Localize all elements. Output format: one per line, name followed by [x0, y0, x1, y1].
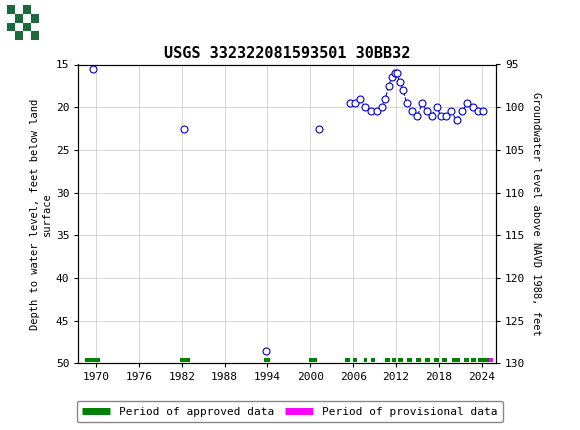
Point	[469, 104, 478, 111]
Bar	[345, 358, 350, 362]
Bar	[31, 14, 39, 22]
Legend: Period of approved data, Period of provisional data: Period of approved data, Period of provi…	[77, 401, 503, 422]
Bar	[398, 358, 403, 362]
Bar	[85, 358, 100, 362]
Bar	[371, 358, 375, 362]
Bar	[180, 358, 190, 362]
Bar	[23, 6, 31, 14]
Bar	[15, 14, 23, 22]
Point	[355, 95, 364, 102]
Bar	[7, 14, 15, 22]
Bar	[23, 14, 31, 22]
Bar	[309, 358, 317, 362]
Point	[377, 104, 386, 111]
Point	[478, 108, 488, 115]
Bar	[15, 31, 23, 40]
Point	[413, 112, 422, 119]
Bar	[364, 358, 367, 362]
Point	[390, 70, 399, 77]
Y-axis label: Groundwater level above NAVD 1988, feet: Groundwater level above NAVD 1988, feet	[531, 92, 541, 336]
Bar	[407, 358, 412, 362]
Point	[432, 104, 441, 111]
Point	[345, 99, 354, 106]
Point	[314, 125, 324, 132]
Bar	[385, 358, 390, 362]
Bar	[393, 358, 396, 362]
Bar	[464, 358, 469, 362]
Point	[407, 108, 416, 115]
Bar	[15, 22, 23, 31]
Bar	[471, 358, 476, 362]
Point	[452, 117, 461, 123]
Point	[350, 99, 359, 106]
Point	[418, 99, 427, 106]
Bar	[490, 358, 493, 362]
Point	[422, 108, 432, 115]
Bar	[23, 22, 31, 31]
Point	[361, 104, 370, 111]
Point	[458, 108, 467, 115]
Point	[395, 78, 404, 85]
Point	[463, 99, 472, 106]
Point	[427, 112, 436, 119]
Bar	[452, 358, 460, 362]
Point	[88, 65, 97, 72]
Bar	[434, 358, 439, 362]
Bar	[31, 6, 39, 14]
Bar	[23, 31, 31, 40]
Y-axis label: Depth to water level, feet below land
surface: Depth to water level, feet below land su…	[30, 98, 52, 329]
Point	[392, 70, 401, 77]
Bar	[478, 358, 489, 362]
Point	[262, 347, 271, 354]
Point	[372, 108, 381, 115]
Bar	[425, 358, 430, 362]
Bar	[15, 6, 23, 14]
Point	[441, 112, 451, 119]
Bar	[416, 358, 421, 362]
Point	[179, 125, 188, 132]
Bar	[7, 22, 15, 31]
Point	[367, 108, 376, 115]
Point	[402, 99, 411, 106]
Point	[446, 108, 455, 115]
Point	[380, 95, 390, 102]
Bar	[353, 358, 357, 362]
Bar	[264, 358, 270, 362]
Bar	[443, 358, 447, 362]
Bar	[7, 6, 15, 14]
Point	[384, 83, 393, 89]
Bar	[7, 31, 15, 40]
Title: USGS 332322081593501 30BB32: USGS 332322081593501 30BB32	[164, 46, 410, 61]
FancyBboxPatch shape	[7, 6, 39, 40]
Point	[436, 112, 445, 119]
Bar	[31, 31, 39, 40]
Point	[398, 87, 408, 94]
Point	[387, 74, 396, 81]
Text: USGS: USGS	[49, 14, 104, 31]
Bar	[31, 22, 39, 31]
Point	[473, 108, 483, 115]
